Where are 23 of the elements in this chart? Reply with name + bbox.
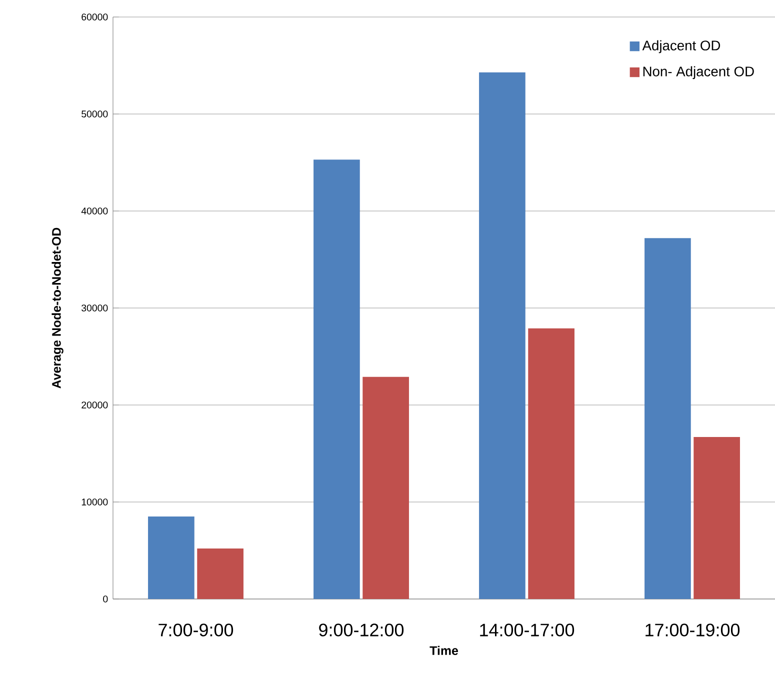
x-axis-title: Time (430, 646, 458, 656)
bar (644, 238, 691, 599)
y-tick-label: 60000 (82, 14, 108, 20)
bar (314, 160, 360, 599)
y-tick-label: 0 (103, 596, 108, 602)
x-tick-label: 9:00-12:00 (319, 624, 404, 636)
y-tick-label: 40000 (81, 208, 108, 214)
y-axis-title: Average Node-to-Nodet-OD (52, 228, 64, 388)
y-tick-label: 50000 (82, 110, 108, 118)
x-tick-label: 17:00-19:00 (646, 624, 740, 636)
bar (362, 376, 409, 599)
x-tick-label: 14:00-17:00 (480, 624, 574, 636)
y-tick-label: 20000 (82, 402, 108, 408)
bar (694, 437, 740, 599)
x-tick-label: 7:00-9:00 (158, 624, 234, 636)
bar (148, 516, 194, 599)
y-tick-label: 30000 (82, 304, 108, 312)
legend-label: Adjacent OD (642, 40, 720, 54)
y-tick-label: 10000 (82, 498, 108, 506)
bar (479, 72, 526, 599)
bar (197, 548, 244, 599)
bar (528, 328, 574, 599)
legend-label: Non- Adjacent OD (643, 66, 754, 80)
